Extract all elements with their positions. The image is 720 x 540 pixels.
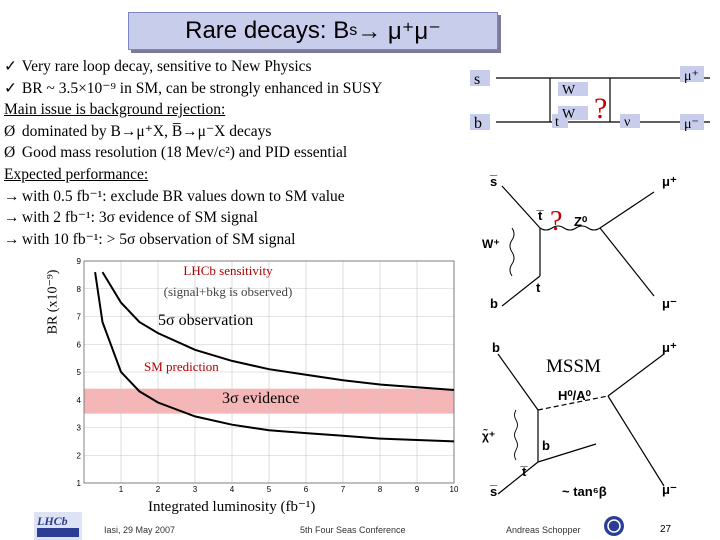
y-axis-label-box: BR (x10⁻⁹) bbox=[38, 262, 68, 342]
title-sub: s bbox=[349, 22, 358, 39]
bullet-text: Good mass resolution (18 Mev/c²) and PID… bbox=[18, 144, 348, 162]
bullet-text: Expected performance: bbox=[4, 165, 149, 183]
x-tick-label: 6 bbox=[304, 485, 309, 494]
plot-frame bbox=[83, 260, 455, 484]
footer-date: Iasi, 29 May 2007 bbox=[104, 525, 176, 535]
x-tick-label: 3 bbox=[193, 485, 198, 494]
penguin-mu-minus-label: μ⁻ bbox=[662, 296, 677, 311]
penguin-t-label: t bbox=[536, 280, 541, 295]
mssm-label: MSSM bbox=[546, 356, 601, 377]
box-b-label: b bbox=[474, 115, 482, 132]
x-tick-label: 1 bbox=[119, 485, 124, 494]
x-tick-label: 2 bbox=[156, 485, 161, 494]
bullet-text: with 10 fb⁻¹: > 5σ observation of SM sig… bbox=[18, 230, 296, 248]
bullet-mark: ✓ bbox=[4, 58, 17, 75]
bullet-item: ✓ Very rare loop decay, sensitive to New… bbox=[4, 56, 474, 78]
mssm-tbar-label: t̅ bbox=[520, 464, 528, 479]
title-main: Rare decays: B bbox=[185, 17, 350, 44]
box-nu-label: ν bbox=[624, 115, 630, 130]
footer-author: Andreas Schopper bbox=[506, 525, 581, 535]
y-tick-label: 5 bbox=[77, 368, 82, 377]
penguin-sbar-label: s̅ bbox=[490, 174, 498, 189]
penguin-w-label: W⁺ bbox=[482, 237, 500, 251]
x-tick-label: 8 bbox=[378, 485, 383, 494]
y-tick-label: 4 bbox=[77, 396, 82, 405]
annotation-5sigma: 5σ observation bbox=[158, 312, 253, 329]
mssm-chi-label: χ̃⁺ bbox=[482, 428, 495, 443]
y-tick-label: 7 bbox=[77, 313, 82, 322]
x-tick-label: 7 bbox=[341, 485, 346, 494]
mssm-b-out-label: b bbox=[542, 438, 550, 453]
box-diagram: s b t W W ν μ⁺ μ⁻ ? bbox=[470, 66, 710, 132]
y-tick-label: 3 bbox=[77, 424, 82, 433]
bullet-item: Ø dominated by B→μ⁺X, B̅→μ⁻X decays bbox=[4, 121, 474, 143]
annotation-3sigma: 3σ evidence bbox=[222, 390, 299, 407]
bullet-list: ✓ Very rare loop decay, sensitive to New… bbox=[4, 56, 474, 250]
y-tick-label: 6 bbox=[77, 340, 82, 349]
bullet-text: Very rare loop decay, sensitive to New P… bbox=[18, 58, 312, 75]
sensitivity-chart: 1 2 3 4 5 6 7 8 9 1 2 3 4 5 6 7 8 9 10 LHCb sensitivity (sig… bbox=[77, 257, 459, 494]
lhcb-logo-text: LHCb bbox=[36, 514, 68, 528]
bullet-mark: → bbox=[4, 230, 20, 248]
mssm-tanb-label: ~ tan⁶β bbox=[562, 484, 607, 499]
box-mu-plus-label: μ⁺ bbox=[684, 69, 699, 84]
title-arrow: → μ⁺μ⁻ bbox=[357, 17, 441, 45]
x-tick-label: 4 bbox=[230, 485, 235, 494]
mssm-b-label: b bbox=[492, 340, 500, 355]
box-w-top-label: W bbox=[562, 83, 576, 98]
bullet-item: ✓ BR ~ 3.5×10⁻⁹ in SM, can be strongly e… bbox=[4, 78, 474, 100]
cern-logo bbox=[604, 516, 624, 536]
footer-conference: 5th Four Seas Conference bbox=[300, 525, 406, 535]
y-tick-label: 2 bbox=[77, 451, 82, 460]
bullet-text: Main issue is background rejection: bbox=[4, 101, 226, 119]
penguin-tbar-label: t̅ bbox=[536, 208, 544, 223]
bullet-text: with 0.5 fb⁻¹: exclude BR values down to… bbox=[18, 187, 345, 205]
box-question-mark: ? bbox=[594, 92, 607, 125]
sm-prediction-label: SM prediction bbox=[144, 359, 219, 374]
bullet-text: dominated by B→μ⁺X, B̅→μ⁻X decays bbox=[18, 122, 272, 140]
mssm-mu-minus-label: μ⁻ bbox=[662, 482, 677, 497]
y-axis-label: BR (x10⁻⁹) bbox=[45, 269, 61, 335]
x-tick-label: 9 bbox=[415, 485, 420, 494]
box-mu-minus-label: μ⁻ bbox=[684, 117, 699, 132]
bullet-mark: Ø bbox=[4, 122, 16, 140]
x-axis-label: Integrated luminosity (fb⁻¹) bbox=[148, 499, 316, 515]
y-tick-label: 9 bbox=[77, 257, 82, 266]
bullet-item: → with 0.5 fb⁻¹: exclude BR values down … bbox=[4, 186, 474, 208]
bullet-mark: ✓ bbox=[4, 79, 17, 97]
bullet-text: with 2 fb⁻¹: 3σ evidence of SM signal bbox=[18, 209, 258, 227]
lhcb-logo: LHCb bbox=[34, 512, 82, 540]
bullet-item: → with 2 fb⁻¹: 3σ evidence of SM signal bbox=[4, 207, 474, 229]
series-line-3sigma bbox=[94, 271, 455, 443]
bullet-item: → with 10 fb⁻¹: > 5σ observation of SM s… bbox=[4, 229, 474, 251]
bullet-text: BR ~ 3.5×10⁻⁹ in SM, can be strongly enh… bbox=[18, 79, 383, 97]
penguin-z-label: Z⁰ bbox=[574, 214, 588, 229]
y-tick-label: 8 bbox=[77, 285, 82, 294]
page-number: 27 bbox=[660, 524, 672, 535]
y-tick-label: 1 bbox=[77, 479, 82, 488]
penguin-diagram: s̅ t̅ W⁺ Z⁰ t b μ⁺ μ⁻ ? bbox=[482, 174, 677, 311]
mssm-sbar-label: s̅ bbox=[490, 484, 498, 499]
x-tick-label: 10 bbox=[450, 485, 459, 494]
box-t-label: t bbox=[555, 115, 559, 130]
bullet-item: Expected performance: bbox=[4, 164, 474, 186]
series-line-5sigma bbox=[101, 271, 455, 391]
x-tick-label: 5 bbox=[267, 485, 272, 494]
box-w-bot-label: W bbox=[562, 107, 576, 122]
penguin-b-label: b bbox=[490, 296, 498, 311]
penguin-question-mark: ? bbox=[550, 206, 562, 237]
mssm-diagram: b H⁰/A⁰ χ̃⁺ b t̅ s̅ μ⁺ μ⁻ ~ tan⁶β bbox=[482, 340, 677, 499]
penguin-mu-plus-label: μ⁺ bbox=[662, 174, 677, 189]
bullet-mark: Ø bbox=[4, 144, 16, 162]
chart-subtitle: (signal+bkg is observed) bbox=[164, 284, 293, 299]
bullet-item: Main issue is background rejection: bbox=[4, 99, 474, 121]
box-s-label: s bbox=[474, 71, 480, 88]
mssm-mu-plus-label: μ⁺ bbox=[662, 340, 677, 355]
mssm-h-label: H⁰/A⁰ bbox=[558, 388, 592, 403]
chart-title: LHCb sensitivity bbox=[183, 263, 273, 278]
bullet-mark: → bbox=[4, 187, 20, 205]
bullet-mark: → bbox=[4, 209, 20, 227]
bullet-item: Ø Good mass resolution (18 Mev/c²) and P… bbox=[4, 142, 474, 164]
